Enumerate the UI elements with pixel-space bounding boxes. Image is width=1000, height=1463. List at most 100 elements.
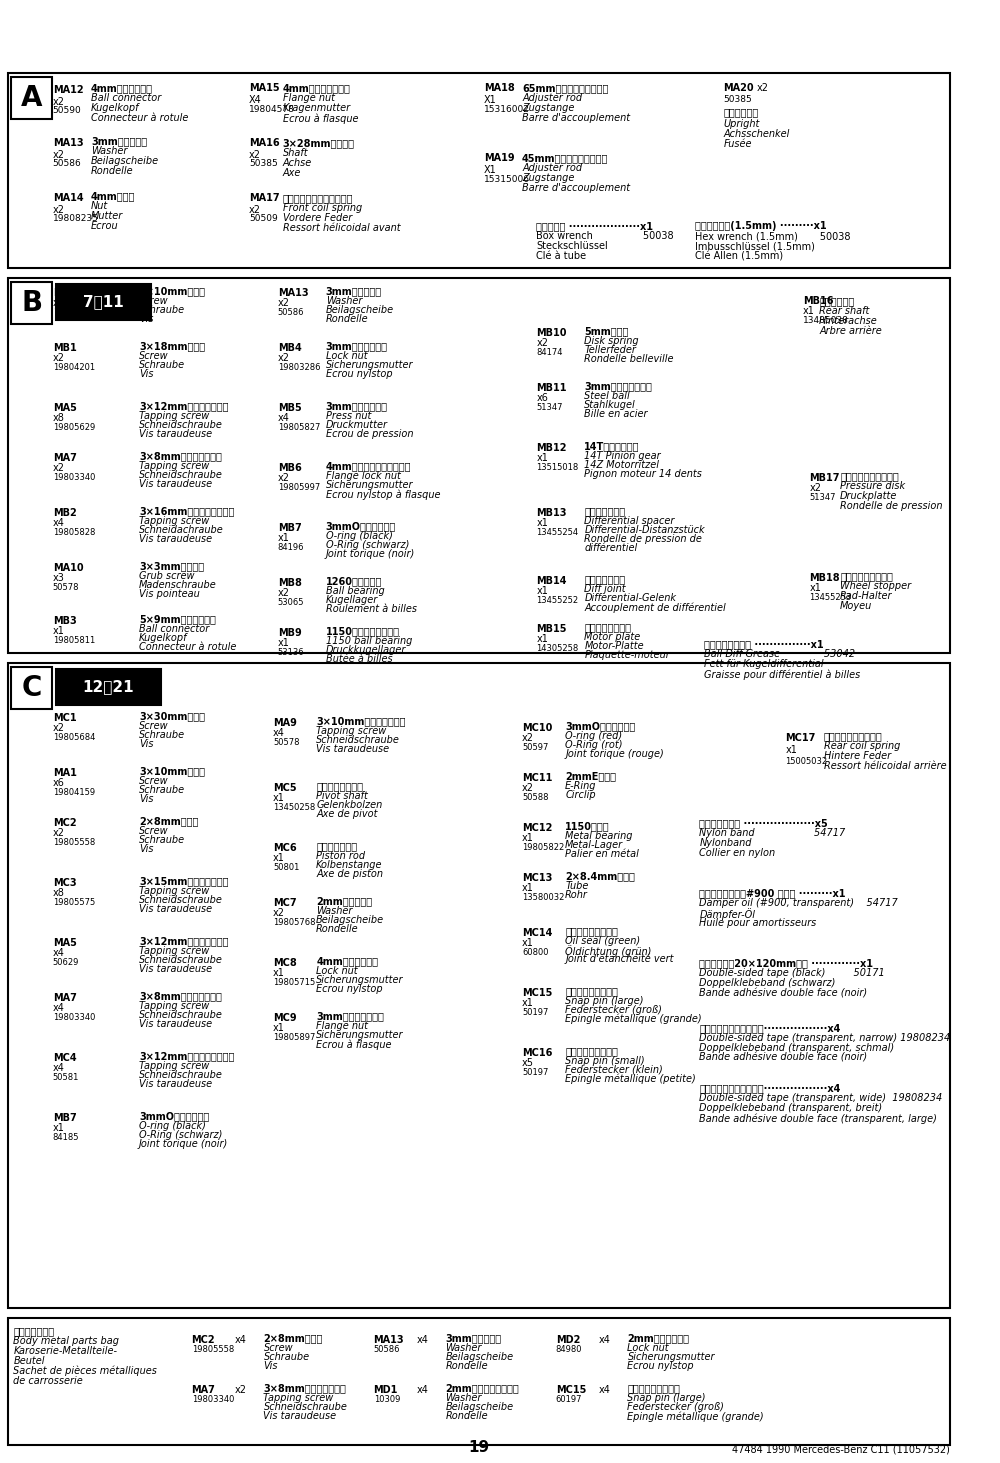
- Text: Fett für Kugeldifferential: Fett für Kugeldifferential: [704, 658, 824, 669]
- Text: 4mmビローボール: 4mmビローボール: [91, 83, 153, 94]
- Text: 50597: 50597: [522, 743, 548, 752]
- Text: B: B: [21, 290, 42, 317]
- Text: ピストンロッド: ピストンロッド: [316, 841, 357, 851]
- Text: Sicherungsmutter: Sicherungsmutter: [316, 1030, 404, 1040]
- Text: Vis pointeau: Vis pointeau: [139, 590, 200, 598]
- Text: Rondelle: Rondelle: [326, 315, 368, 323]
- Text: x2: x2: [536, 338, 548, 348]
- Text: Clé Allen (1.5mm): Clé Allen (1.5mm): [695, 252, 783, 260]
- Text: Vis taraudeuse: Vis taraudeuse: [263, 1410, 337, 1421]
- Text: モータープレート: モータープレート: [584, 622, 631, 632]
- Text: スナップピン（大）: スナップピン（大）: [627, 1383, 680, 1393]
- Text: Damper oil (#900, transparent)    54717: Damper oil (#900, transparent) 54717: [699, 898, 898, 909]
- Text: 60197: 60197: [556, 1396, 582, 1404]
- Text: 50801: 50801: [273, 863, 299, 872]
- Text: プレッシャーディスク: プレッシャーディスク: [840, 471, 899, 481]
- Text: 両面テープ（透明、細）·················x4: 両面テープ（透明、細）·················x4: [699, 1023, 841, 1033]
- Text: 4mmフランジロックナット: 4mmフランジロックナット: [326, 461, 411, 471]
- Text: スナップピン（小）: スナップピン（小）: [565, 1046, 618, 1056]
- Text: 1150 ball bearing: 1150 ball bearing: [326, 636, 412, 647]
- Text: x5: x5: [522, 1058, 534, 1068]
- Text: 3×28mmシャフト: 3×28mmシャフト: [283, 138, 355, 148]
- Text: MA18: MA18: [484, 83, 515, 94]
- Text: Snap pin (large): Snap pin (large): [565, 996, 644, 1007]
- Text: Tapping screw: Tapping screw: [139, 461, 209, 471]
- Text: Vis taraudeuse: Vis taraudeuse: [139, 534, 212, 544]
- Text: Metal-Lager: Metal-Lager: [565, 840, 623, 850]
- Text: Rondelle: Rondelle: [445, 1410, 488, 1421]
- Text: x1: x1: [786, 745, 797, 755]
- Text: MA16: MA16: [249, 138, 280, 148]
- Text: x1: x1: [536, 633, 548, 644]
- Text: Doppelklebeband (transparent, schmal): Doppelklebeband (transparent, schmal): [699, 1043, 894, 1053]
- Text: Grub screw: Grub screw: [139, 571, 194, 581]
- Text: Barre d'accouplement: Barre d'accouplement: [522, 183, 630, 193]
- Text: 3mmOリング（黒）: 3mmOリング（黒）: [326, 521, 396, 531]
- Bar: [56, 284, 151, 320]
- Text: 3×10mmタッピングビス: 3×10mmタッピングビス: [316, 715, 406, 726]
- Text: 3×8mmタッピングビス: 3×8mmタッピングビス: [139, 990, 222, 1001]
- Text: 4mmナット: 4mmナット: [91, 192, 135, 200]
- Text: Diff joint: Diff joint: [584, 584, 626, 594]
- Text: Schneidschraube: Schneidschraube: [139, 895, 223, 906]
- Text: MB3: MB3: [53, 616, 76, 626]
- Text: x4: x4: [599, 1336, 611, 1344]
- Text: 50586: 50586: [278, 309, 304, 317]
- Text: Rear shaft: Rear shaft: [819, 306, 869, 316]
- Text: Vis: Vis: [139, 315, 153, 323]
- Text: MA9: MA9: [273, 718, 297, 729]
- Text: Flange lock nut: Flange lock nut: [326, 471, 401, 481]
- Text: x1: x1: [53, 1124, 65, 1132]
- Text: Beilagscheibe: Beilagscheibe: [326, 304, 394, 315]
- Text: Snap pin (large): Snap pin (large): [627, 1393, 706, 1403]
- Text: x2: x2: [53, 723, 65, 733]
- Text: MA7: MA7: [53, 993, 77, 1004]
- Text: 19805558: 19805558: [192, 1344, 234, 1353]
- Text: Ecrou nylstop: Ecrou nylstop: [326, 369, 392, 379]
- Text: x1: x1: [273, 1023, 285, 1033]
- Text: 3×3mmイモネジ: 3×3mmイモネジ: [139, 560, 204, 571]
- Text: Federstecker (klein): Federstecker (klein): [565, 1065, 663, 1075]
- Text: MA17: MA17: [249, 193, 280, 203]
- Text: x1: x1: [273, 793, 285, 803]
- Text: 5×9mmビローボール: 5×9mmビローボール: [139, 614, 216, 625]
- Text: Tapping screw: Tapping screw: [139, 1001, 209, 1011]
- Text: x1: x1: [522, 998, 534, 1008]
- Text: x6: x6: [536, 394, 548, 402]
- Text: Nut: Nut: [91, 200, 108, 211]
- Text: MA13: MA13: [53, 138, 83, 148]
- Text: MB1: MB1: [53, 342, 76, 353]
- Text: x2: x2: [53, 462, 65, 473]
- Text: x4: x4: [53, 1004, 65, 1012]
- Text: 50509: 50509: [249, 214, 278, 222]
- Text: Clé à tube: Clé à tube: [536, 252, 587, 260]
- Text: Double-sided tape (transparent, narrow) 19808234: Double-sided tape (transparent, narrow) …: [699, 1033, 951, 1043]
- Text: Schneidschraube: Schneidschraube: [316, 734, 400, 745]
- Text: Druckmutter: Druckmutter: [326, 420, 388, 430]
- Text: Vordere Feder: Vordere Feder: [283, 214, 352, 222]
- Text: A: A: [21, 83, 42, 113]
- Text: ピボットシャフト: ピボットシャフト: [316, 781, 363, 791]
- Text: Schneidschraube: Schneidschraube: [139, 1009, 223, 1020]
- Text: MC2: MC2: [192, 1336, 215, 1344]
- Text: Karoserie-Metallteile-: Karoserie-Metallteile-: [13, 1346, 117, 1356]
- Text: 50590: 50590: [53, 105, 81, 116]
- Text: Federstecker (groß): Federstecker (groß): [627, 1402, 724, 1412]
- Text: Schraube: Schraube: [139, 730, 185, 740]
- Text: MB17: MB17: [810, 473, 840, 483]
- Text: 六角棒レンチ(1.5mm) ·········x1: 六角棒レンチ(1.5mm) ·········x1: [695, 221, 826, 231]
- Text: Beilagscheibe: Beilagscheibe: [91, 157, 159, 165]
- Text: MA10: MA10: [53, 563, 83, 573]
- Text: Palier en métal: Palier en métal: [565, 849, 639, 859]
- Text: x4: x4: [53, 298, 65, 309]
- Text: Tapping screw: Tapping screw: [263, 1393, 334, 1403]
- Text: スナップピン（大）: スナップピン（大）: [565, 986, 618, 996]
- Text: x1: x1: [522, 938, 534, 948]
- Text: Schraube: Schraube: [139, 835, 185, 846]
- Text: 2×8.4mmパイプ: 2×8.4mmパイプ: [565, 870, 635, 881]
- Text: O-ring (black): O-ring (black): [326, 531, 393, 541]
- Text: x1: x1: [278, 533, 290, 543]
- Text: 3mmワッシャー: 3mmワッシャー: [91, 136, 147, 146]
- Text: x2: x2: [235, 1385, 247, 1396]
- Text: x1: x1: [278, 638, 290, 648]
